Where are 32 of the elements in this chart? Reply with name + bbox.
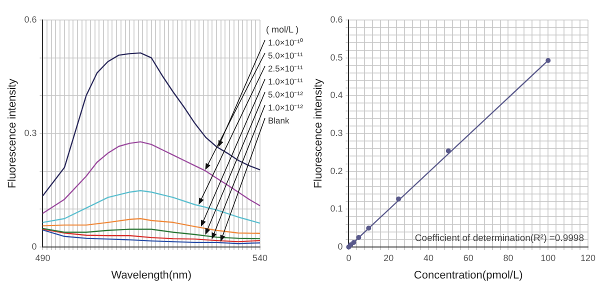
text: 5.0×10⁻¹²	[268, 89, 304, 100]
y-tick-label: 0.3	[330, 128, 343, 138]
y-axis-title: Fluorescence intensity	[6, 78, 19, 188]
y-tick-label: 0.6	[330, 14, 343, 24]
legend-title: ( mol/L )	[266, 24, 299, 34]
y-tick-label: 0.1	[330, 204, 343, 214]
x-axis-title: Concentration(pmol/L)	[414, 269, 523, 282]
x-tick-label: 120	[580, 252, 596, 263]
x-axis-title: Wavelength(nm)	[111, 269, 192, 282]
text: 1.0×10⁻¹¹	[268, 76, 304, 86]
y-tick-label: 0	[338, 241, 343, 252]
y-tick-label: 0.6	[24, 14, 37, 24]
text: 5.0×10⁻¹¹	[268, 50, 304, 60]
x-tick-label: 0	[346, 252, 352, 263]
x-tick-label: 20	[384, 252, 394, 263]
x-tick-label: 40	[423, 252, 434, 263]
y-tick-label: 0.5	[330, 52, 343, 62]
y-axis-title: Fluorescence intensity	[312, 78, 325, 188]
y-tick-label: 0.4	[330, 90, 343, 100]
text: 1.0×10⁻¹²	[268, 102, 304, 112]
x-tick-label: 540	[252, 252, 268, 263]
x-tick-label: 80	[503, 252, 514, 263]
text: 2.5×10⁻¹¹	[268, 63, 304, 74]
annotation: Coefficient of determination(R²) =0.9998	[414, 232, 584, 244]
y-tick-label: 0.3	[24, 128, 37, 138]
y-tick-label: 0	[32, 241, 37, 252]
text: 1.0×10⁻¹⁰	[268, 37, 304, 48]
x-tick-label: 100	[540, 252, 556, 263]
x-tick-label: 60	[463, 252, 474, 263]
text: Blank	[268, 115, 290, 126]
y-tick-label: 0.2	[330, 166, 343, 176]
x-tick-label: 490	[35, 252, 50, 263]
